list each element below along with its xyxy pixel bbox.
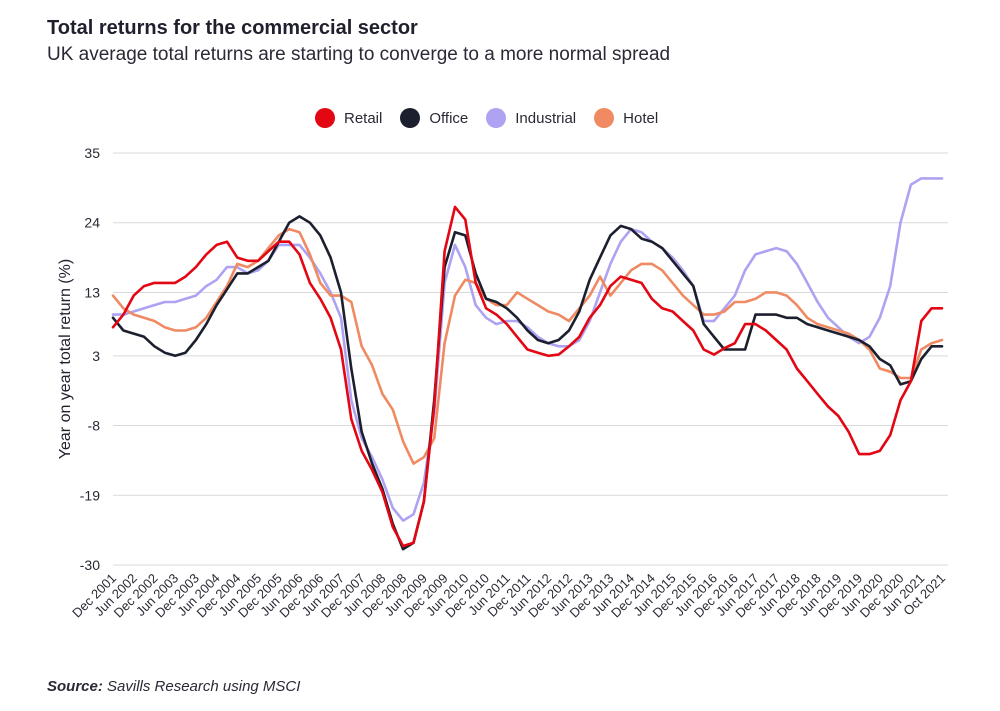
legend-item-office[interactable]: Office — [400, 108, 468, 128]
y-tick-label: 3 — [92, 348, 100, 364]
legend-swatch-office — [400, 108, 421, 128]
legend-label-office: Office — [429, 109, 469, 127]
series-line-retail — [111, 205, 944, 548]
chart-subtitle: UK average total returns are starting to… — [47, 44, 671, 65]
legend-item-retail[interactable]: Retail — [315, 108, 382, 128]
line-chart: 35 24 13 3 -8 -19 -30 Year on year total return… — [57, 145, 948, 620]
y-tick-label: -30 — [80, 557, 100, 573]
source-label: Source: — [47, 678, 103, 695]
y-tick-label: 13 — [84, 284, 100, 300]
y-tick-label: 35 — [84, 145, 100, 161]
series-line-office — [111, 215, 944, 551]
chart-title: Total returns for the commercial sector — [47, 17, 418, 39]
legend-item-hotel[interactable]: Hotel — [594, 108, 658, 128]
legend: Retail Office Industrial Hotel — [315, 108, 658, 128]
legend-swatch-industrial — [486, 108, 507, 128]
legend-label-retail: Retail — [344, 109, 383, 127]
y-axis-label: Year on year total return (%) — [57, 259, 74, 459]
y-tick-label: -8 — [88, 418, 101, 434]
source-text: Savills Research using MSCI — [107, 678, 301, 695]
legend-item-industrial[interactable]: Industrial — [486, 108, 576, 128]
series-line-hotel — [111, 227, 944, 465]
legend-label-industrial: Industrial — [515, 109, 577, 127]
legend-label-hotel: Hotel — [623, 109, 659, 127]
y-tick-label: -19 — [80, 487, 100, 503]
y-tick-label: 24 — [84, 215, 100, 231]
source-note: Source: Savills Research using MSCI — [47, 678, 300, 695]
legend-swatch-hotel — [594, 108, 615, 128]
legend-swatch-retail — [315, 108, 335, 128]
